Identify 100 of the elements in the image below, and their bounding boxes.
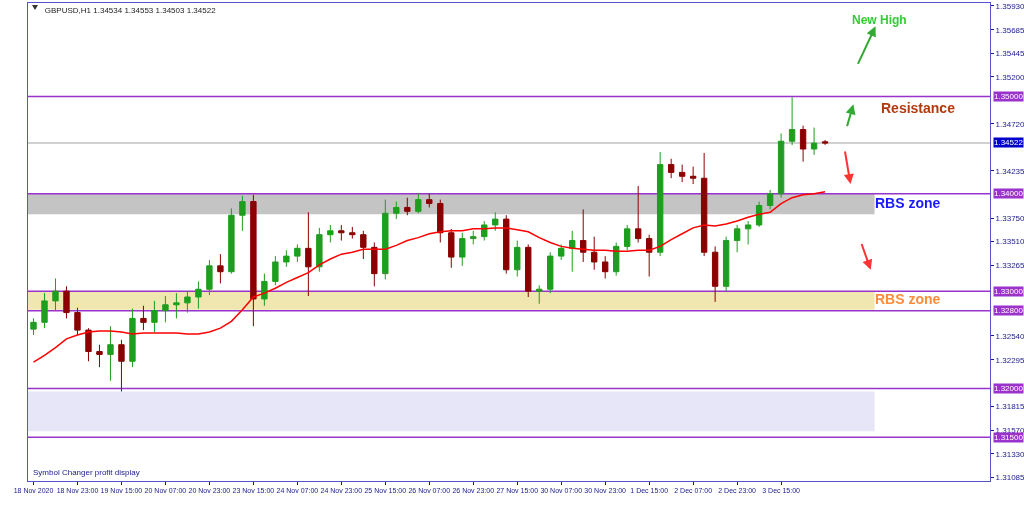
candlestick [96, 344, 103, 368]
candlestick [810, 127, 818, 156]
candlestick [206, 259, 213, 296]
candlestick [613, 241, 620, 277]
candlestick [63, 285, 70, 319]
y-tick-label: 1.35445 [995, 48, 1024, 58]
candlestick [722, 236, 730, 292]
candlestick [437, 199, 444, 243]
candlestick [448, 228, 455, 269]
candlestick [733, 224, 741, 253]
candlestick [788, 96, 796, 146]
candlestick [777, 132, 785, 199]
candlestick [404, 197, 411, 216]
y-tick-label: 1.35200 [995, 72, 1024, 82]
candlestick [239, 195, 246, 232]
candlestick [558, 243, 565, 261]
text: Resistance [881, 100, 956, 116]
y-tick-label: 1.31330 [995, 449, 1024, 459]
y-tick-label: 1.32295 [995, 355, 1024, 365]
candlestick [470, 230, 477, 245]
candlestick [536, 284, 543, 305]
candlestick [393, 201, 400, 220]
ref-line-label: 1.34000 [994, 189, 1024, 198]
candlestick [580, 208, 587, 263]
candlestick [821, 139, 829, 146]
candlestick [667, 158, 675, 179]
candlestick [30, 317, 37, 336]
text: RBS zone [875, 291, 941, 307]
candlestick [744, 220, 752, 245]
candlestick [503, 214, 510, 275]
candlestick [316, 227, 323, 273]
candlestick [162, 295, 169, 323]
y-tick-label: 1.33750 [995, 213, 1024, 223]
candlestick [415, 193, 422, 214]
candlestick [492, 211, 499, 232]
candlestick [140, 305, 147, 331]
y-tick-label: 1.31815 [995, 402, 1024, 412]
chart-title: GBPUSD,H1 1.34534 1.34553 1.34503 1.34522 [44, 6, 217, 16]
ref-line-label: 1.31500 [994, 433, 1024, 442]
y-tick-label: 1.31570 [995, 426, 1024, 436]
candlestick [459, 232, 466, 267]
candlestick [338, 224, 345, 242]
candlestick [547, 251, 554, 294]
ref-line-label: 1.35000 [994, 92, 1024, 101]
candlestick [294, 243, 301, 263]
candlestick [645, 234, 653, 278]
candlestick [711, 245, 719, 303]
candlestick [217, 253, 224, 284]
candlestick [195, 280, 202, 310]
candlestick [85, 327, 92, 362]
y-tick-label: 1.31085 [995, 473, 1024, 483]
candlestick [755, 201, 763, 228]
candlestick [514, 240, 521, 278]
candlestick [525, 243, 532, 298]
candlestick [118, 339, 125, 392]
annotation: Symbol Changer profit display [33, 468, 140, 477]
y-tick-label: 1.35930 [995, 1, 1024, 11]
y-tick-label: 1.32540 [995, 331, 1024, 341]
candlestick [173, 292, 180, 319]
candlestick [602, 255, 609, 280]
candlestick [426, 193, 433, 208]
candlestick [52, 278, 59, 312]
candlestick [349, 226, 356, 240]
text: RBS zone [875, 195, 941, 211]
candlestick [799, 125, 807, 163]
candlestick [283, 249, 290, 268]
candlestick [327, 224, 334, 243]
candlestick [74, 307, 81, 336]
ref-line-label: 1.32800 [994, 306, 1024, 315]
candlestick [151, 300, 158, 333]
candlestick [689, 166, 697, 185]
candlestick [656, 151, 664, 257]
y-tick-label: 1.33265 [995, 261, 1024, 271]
candlestick [678, 164, 686, 183]
y-tick-label: 1.34720 [995, 119, 1024, 129]
candlestick [228, 207, 235, 275]
y-tick-label: 1.33510 [995, 237, 1024, 247]
y-tick-label: 1.35685 [995, 25, 1024, 35]
candlestick [305, 211, 312, 297]
candlestick [41, 292, 48, 329]
ref-line-label: 1.34522 [994, 138, 1024, 147]
candlestick [261, 273, 268, 307]
candlestick [250, 194, 257, 327]
ref-line-label: 1.33000 [994, 287, 1024, 296]
candlestick [700, 152, 708, 257]
candlestick [623, 224, 631, 251]
candlestick [129, 308, 136, 368]
candlestick [634, 185, 642, 243]
candlestick [272, 255, 279, 286]
candlestick [360, 230, 367, 260]
text: New High [852, 13, 907, 27]
candlestick [591, 236, 598, 271]
candlestick [107, 325, 114, 382]
candlestick [766, 189, 774, 210]
candlestick [371, 241, 378, 287]
candlestick [382, 199, 389, 280]
ref-line-label: 1.32000 [994, 384, 1024, 393]
candlestick [184, 290, 191, 314]
candlestick [569, 230, 576, 273]
y-tick-label: 1.34235 [995, 166, 1024, 176]
